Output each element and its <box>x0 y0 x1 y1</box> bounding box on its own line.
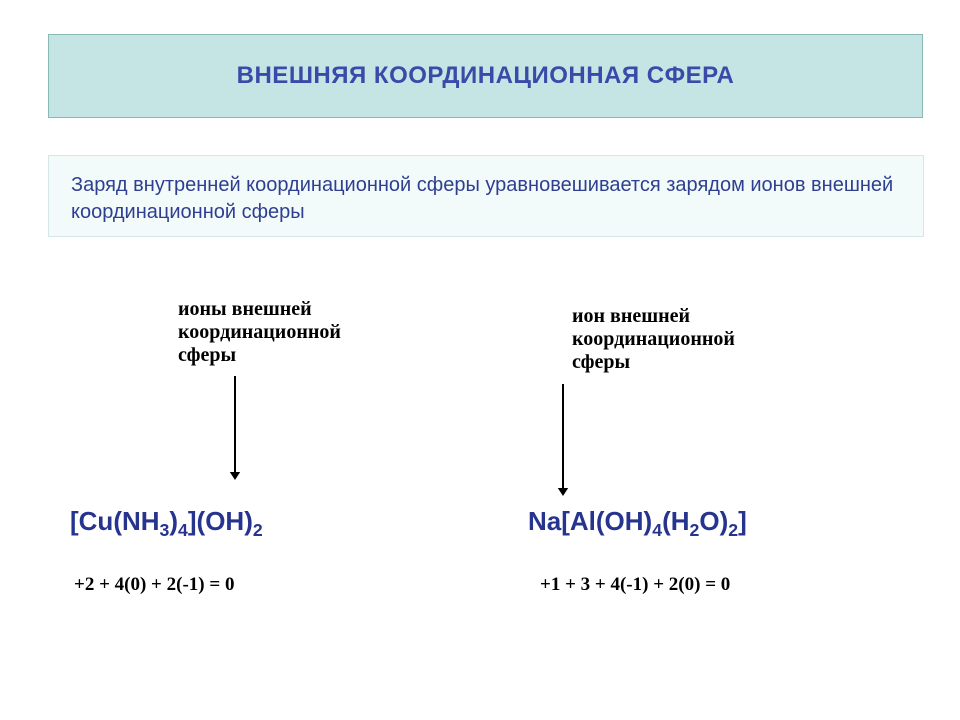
slide-title: ВНЕШНЯЯ КООРДИНАЦИОННАЯ СФЕРА <box>237 62 735 90</box>
charge-calc-left: +2 + 4(0) + 2(-1) = 0 <box>74 574 234 596</box>
arrow-right <box>551 384 575 508</box>
charge-calc-right: +1 + 3 + 4(-1) + 2(0) = 0 <box>540 574 730 596</box>
formula-left: [Cu(NH3)4](OH)2 <box>70 506 263 541</box>
label-ions-left-line2: координационной <box>178 321 341 344</box>
label-ion-right-line1: ион внешней <box>572 305 735 328</box>
description-text: Заряд внутренней координационной сферы у… <box>71 172 901 226</box>
formula-right: Na[Al(OH)4(H2O)2] <box>528 506 747 541</box>
label-ions-left-line1: ионы внешней <box>178 298 341 321</box>
label-ion-right: ион внешней координационной сферы <box>572 305 735 374</box>
label-ions-left-line3: сферы <box>178 344 341 367</box>
description-box: Заряд внутренней координационной сферы у… <box>48 155 924 237</box>
label-ion-right-line2: координационной <box>572 328 735 351</box>
title-box: ВНЕШНЯЯ КООРДИНАЦИОННАЯ СФЕРА <box>48 34 923 118</box>
label-ions-left: ионы внешней координационной сферы <box>178 298 341 367</box>
arrow-left <box>223 376 247 492</box>
label-ion-right-line3: сферы <box>572 351 735 374</box>
